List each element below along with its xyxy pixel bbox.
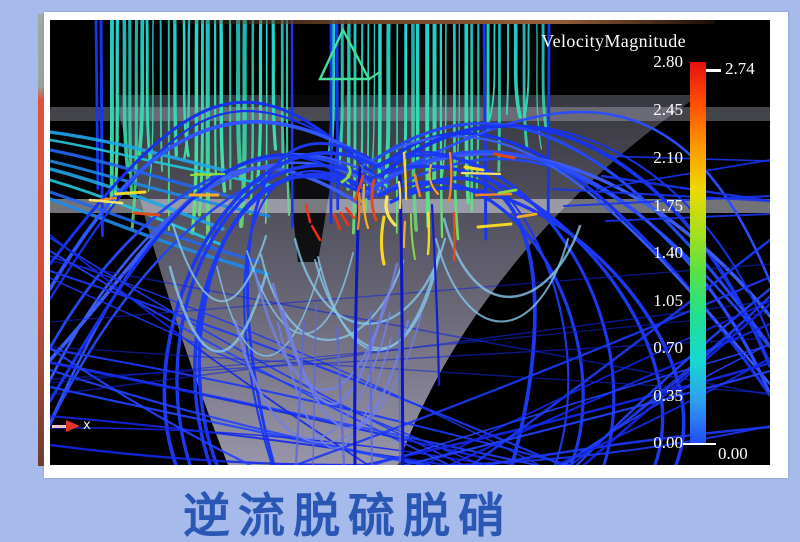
legend-tick: 2.80 — [653, 52, 683, 71]
legend-tick: 2.10 — [653, 148, 683, 167]
legend-tick: 0.00 — [653, 433, 683, 452]
cfd-viewport: VelocityMagnitude 2.80 2.45 2.10 1.75 1.… — [50, 20, 770, 465]
slide-edge-strip — [38, 14, 45, 466]
legend-tick: 0.70 — [653, 338, 683, 357]
max-value-tick — [706, 69, 721, 72]
min-value-label: 0.00 — [718, 444, 748, 463]
legend-tick: 1.40 — [653, 243, 683, 262]
legend-tick: 1.75 — [653, 196, 683, 215]
max-value-label: 2.74 — [725, 59, 755, 78]
x-axis-arrow-icon — [52, 425, 67, 428]
min-value-tick — [683, 443, 716, 445]
legend-tick: 0.35 — [653, 386, 683, 405]
legend-title: VelocityMagnitude — [541, 31, 686, 51]
legend-tick: 2.45 — [653, 100, 683, 119]
slide-caption: 逆流脱硫脱硝 — [183, 489, 513, 542]
x-axis-arrowhead-icon — [66, 420, 80, 432]
streamline-plot — [50, 20, 770, 465]
legend-tick: 1.05 — [653, 291, 683, 310]
mid-white-band — [50, 199, 770, 213]
x-axis-label: x — [83, 418, 91, 433]
streamlines — [50, 20, 770, 465]
colorbar-gradient — [690, 62, 706, 445]
top-edge-artifact — [140, 20, 715, 24]
